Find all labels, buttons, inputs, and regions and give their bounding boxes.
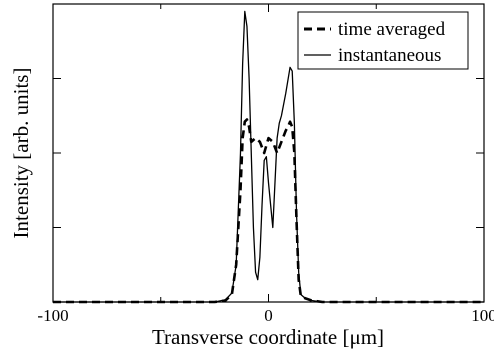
- series-line-instantaneous: [53, 10, 484, 303]
- legend-label-instantaneous: instantaneous: [338, 45, 441, 66]
- x-tick-label: 0: [264, 306, 273, 325]
- x-tick-label: -100: [37, 306, 68, 325]
- ticks-group: [52, 4, 485, 302]
- tick-labels-group: -100 0 100: [37, 306, 494, 325]
- legend-label-time-averaged: time averaged: [338, 19, 446, 40]
- series-group: [53, 10, 484, 304]
- x-axis-label: Transverse coordinate [μm]: [152, 325, 384, 349]
- series-line-time-averaged: [53, 118, 484, 304]
- y-axis-label: Intensity [arb. units]: [9, 68, 33, 239]
- legend: time averaged instantaneous: [297, 11, 469, 70]
- x-tick-label: 100: [471, 306, 494, 325]
- legend-box: [297, 11, 469, 70]
